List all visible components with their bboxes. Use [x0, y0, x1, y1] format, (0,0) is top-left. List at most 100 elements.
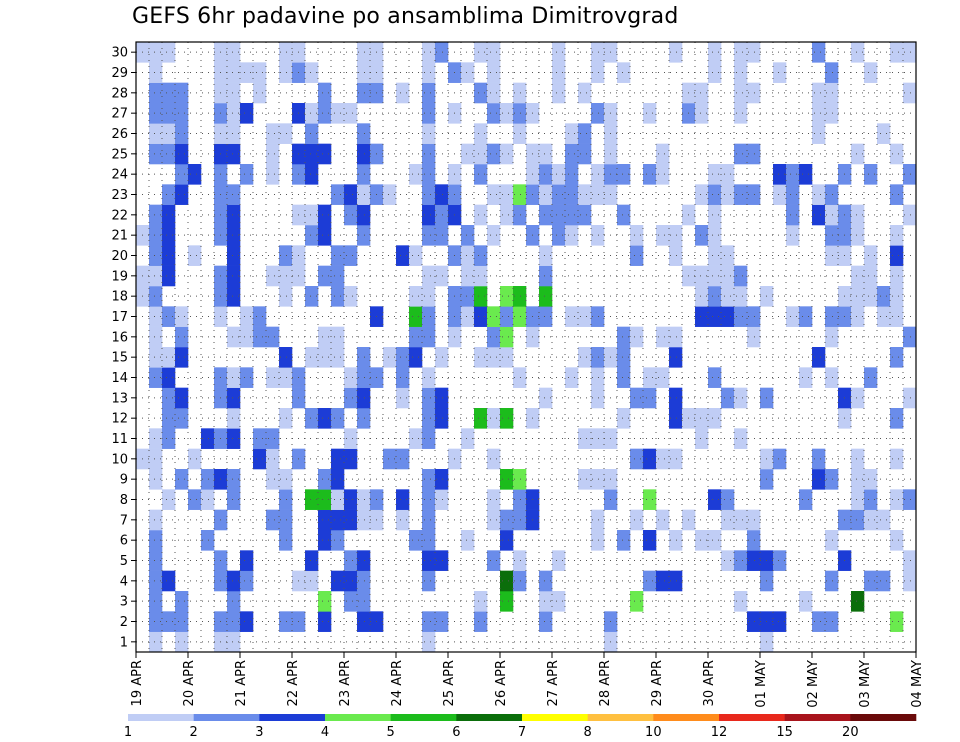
- heatmap-cell: [487, 306, 501, 327]
- y-tick-label: 21: [111, 229, 128, 244]
- heatmap-cell: [500, 143, 514, 165]
- heatmap-cell: [474, 42, 488, 63]
- heatmap-cell: [617, 530, 631, 551]
- heatmap-cell: [851, 591, 865, 612]
- heatmap-cell: [149, 103, 163, 124]
- heatmap-cell: [331, 326, 345, 348]
- heatmap-cell: [734, 509, 748, 531]
- heatmap-cell: [357, 591, 371, 612]
- y-tick-label: 18: [111, 290, 128, 305]
- heatmap-cell: [656, 367, 670, 388]
- heatmap-cell: [435, 225, 449, 246]
- colorbar-segment: [850, 714, 917, 721]
- heatmap-cell: [149, 591, 163, 612]
- heatmap-cell: [695, 428, 709, 449]
- y-axis: 1234567891011121314151617181920212223242…: [111, 46, 136, 650]
- x-tick-label: 20 APR: [182, 660, 197, 706]
- heatmap-cell: [656, 164, 670, 185]
- heatmap-cell: [266, 367, 280, 388]
- heatmap-cell: [591, 367, 605, 388]
- heatmap-cell: [786, 184, 800, 205]
- heatmap-cell: [357, 225, 371, 246]
- heatmap-cell: [357, 570, 371, 592]
- heatmap-cell: [266, 326, 280, 348]
- heatmap-cell: [851, 265, 865, 287]
- heatmap-cell: [708, 489, 722, 510]
- heatmap-cell: [539, 245, 553, 266]
- heatmap-cell: [318, 489, 332, 510]
- heatmap-cell: [708, 530, 722, 551]
- heatmap-cell: [357, 123, 371, 144]
- heatmap-cell: [734, 306, 748, 327]
- heatmap-cell: [812, 123, 826, 144]
- heatmap-cell: [175, 469, 189, 490]
- heatmap-cell: [513, 103, 527, 124]
- heatmap-cell: [357, 408, 371, 429]
- heatmap-cell: [474, 164, 488, 185]
- heatmap-cell: [331, 570, 345, 592]
- heatmap-cell: [474, 245, 488, 266]
- heatmap-cell: [279, 367, 293, 388]
- x-tick-label: 27 APR: [546, 660, 561, 706]
- heatmap-cell: [617, 62, 631, 83]
- heatmap-cell: [864, 62, 878, 83]
- heatmap-cell: [474, 306, 488, 327]
- heatmap-cell: [175, 326, 189, 348]
- heatmap-cell: [279, 469, 293, 490]
- x-tick-label: 28 APR: [598, 660, 613, 706]
- heatmap-cell: [318, 611, 332, 632]
- heatmap-cell: [565, 143, 579, 165]
- heatmap-cell: [357, 611, 371, 632]
- heatmap-cell: [487, 550, 501, 571]
- y-tick-label: 5: [120, 554, 128, 569]
- heatmap-cell: [591, 103, 605, 124]
- heatmap-cell: [162, 82, 176, 104]
- heatmap-cell: [578, 469, 592, 490]
- heatmap-cell: [344, 367, 358, 388]
- heatmap-cell: [474, 347, 488, 368]
- heatmap-cell: [773, 164, 787, 185]
- heatmap-cell: [656, 326, 670, 348]
- y-tick-label: 7: [120, 513, 128, 528]
- y-tick-label: 6: [120, 534, 128, 549]
- heatmap-cell: [708, 184, 722, 205]
- heatmap-cell: [500, 530, 514, 551]
- heatmap-cell: [539, 265, 553, 287]
- heatmap-cell: [890, 347, 904, 368]
- heatmap-cell: [422, 164, 436, 185]
- heatmap-cell: [435, 204, 449, 226]
- heatmap-cell: [175, 611, 189, 632]
- heatmap-cell: [474, 265, 488, 287]
- heatmap-cell: [487, 42, 501, 63]
- heatmap-cell: [474, 123, 488, 144]
- heatmap-cell: [331, 245, 345, 266]
- y-tick-label: 8: [120, 493, 128, 508]
- heatmap-cell: [422, 143, 436, 165]
- heatmap-cell: [435, 408, 449, 429]
- heatmap-cell: [747, 326, 761, 348]
- heatmap-cell: [591, 347, 605, 368]
- heatmap-cell: [305, 225, 319, 246]
- heatmap-cell: [435, 387, 449, 409]
- heatmap-cell: [149, 631, 163, 653]
- heatmap-cell: [318, 347, 332, 368]
- heatmap-cell: [318, 265, 332, 287]
- heatmap-cell: [357, 509, 371, 531]
- heatmap-cell: [877, 306, 891, 327]
- heatmap-cell: [539, 387, 553, 409]
- heatmap-cell: [812, 103, 826, 124]
- heatmap-cell: [500, 347, 514, 368]
- heatmap-cell: [539, 570, 553, 592]
- heatmap-cell: [903, 204, 917, 226]
- heatmap-cell: [344, 184, 358, 205]
- heatmap-cell: [162, 184, 176, 205]
- colorbar-label: 1: [124, 725, 132, 740]
- heatmap-cell: [669, 326, 683, 348]
- y-tick-label: 25: [111, 147, 128, 162]
- heatmap-cell: [864, 489, 878, 510]
- heatmap-cell: [539, 306, 553, 327]
- heatmap-cell: [812, 42, 826, 63]
- heatmap-cell: [305, 164, 319, 185]
- heatmap-cell: [578, 82, 592, 104]
- heatmap-cell: [422, 550, 436, 571]
